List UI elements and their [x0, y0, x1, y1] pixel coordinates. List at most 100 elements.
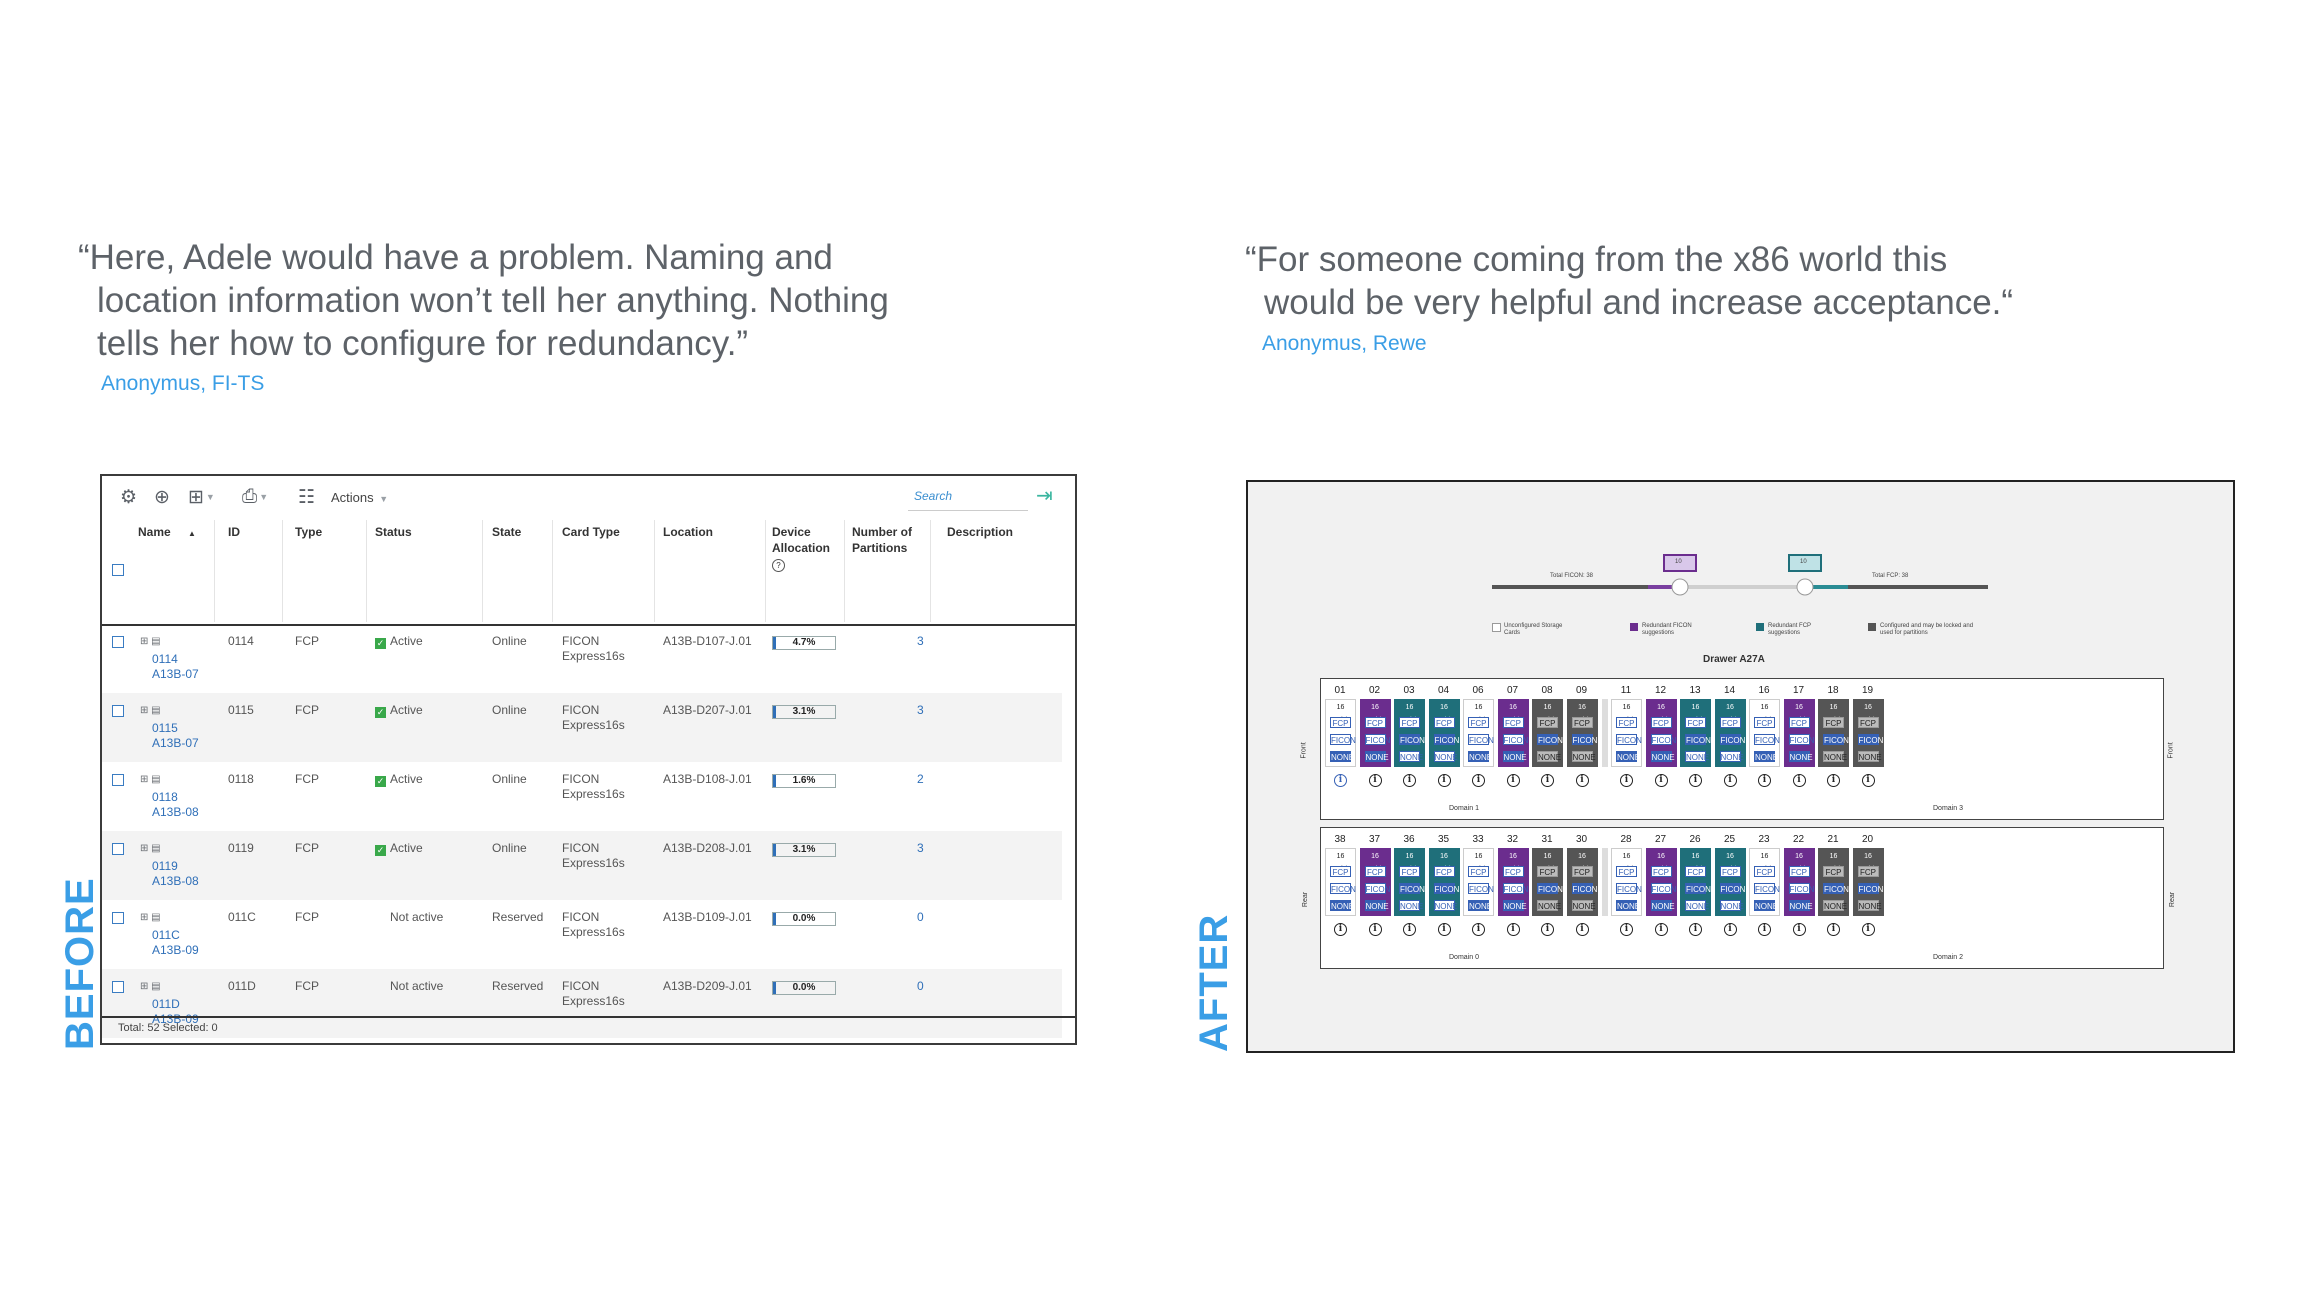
card-slot[interactable]: 16 GBit/sFCP FICON NONE: [1359, 848, 1391, 916]
fcp-option[interactable]: FCP: [1685, 717, 1706, 728]
card-slot[interactable]: 16 GBit/sFCP FICON NONE: [1749, 848, 1780, 916]
col-name[interactable]: Name ▲: [138, 525, 196, 539]
card-slot[interactable]: 16 GBit/sFCP FICON NONE: [1645, 699, 1677, 767]
card-slot[interactable]: 16 GBit/sFCP FICON NONE: [1428, 848, 1460, 916]
fcp-option[interactable]: FCP: [1650, 866, 1672, 877]
actions-menu[interactable]: Actions ▼: [331, 490, 389, 505]
none-option[interactable]: NONE: [1719, 751, 1744, 762]
expand-icon[interactable]: ⊞ ▤: [140, 774, 161, 785]
card-slot[interactable]: 16 GBit/sFCP FICON NONE: [1325, 848, 1356, 916]
card-slot[interactable]: 16 GBit/sFCP FICON NONE: [1680, 699, 1711, 767]
columns-icon[interactable]: ⊞ ▼: [188, 486, 215, 508]
info-icon[interactable]: i: [1758, 774, 1771, 787]
fcp-option[interactable]: FCP: [1719, 866, 1741, 877]
expand-icon[interactable]: ⊞ ▤: [140, 912, 161, 923]
info-icon[interactable]: i: [1620, 774, 1633, 787]
none-option[interactable]: NONE: [1616, 751, 1641, 762]
fcp-option[interactable]: FCP: [1399, 717, 1420, 728]
ficon-option[interactable]: FICON: [1537, 883, 1563, 894]
card-slot[interactable]: 16 GBit/sFCP FICON NONE: [1325, 699, 1356, 767]
card-slot[interactable]: 16 GBit/sFCP FICON NONE: [1497, 848, 1529, 916]
row-name[interactable]: 0115 A13B-07: [152, 721, 199, 750]
info-icon[interactable]: i: [1827, 923, 1840, 936]
fcp-option[interactable]: FCP: [1571, 717, 1593, 728]
none-option[interactable]: NONE: [1857, 900, 1882, 911]
col-device-allocation[interactable]: Device Allocation?: [772, 525, 831, 572]
info-icon[interactable]: i: [1827, 774, 1840, 787]
expand-icon[interactable]: ⊞ ▤: [140, 705, 161, 716]
card-slot[interactable]: 16 GBit/sFCP FICON NONE: [1497, 699, 1529, 767]
none-option[interactable]: NONE: [1571, 751, 1596, 762]
fcp-option[interactable]: FCP: [1857, 866, 1879, 877]
ficon-option[interactable]: FICON: [1364, 883, 1391, 894]
col-partitions[interactable]: Number of Partitions: [852, 525, 912, 555]
none-option[interactable]: NONE: [1685, 751, 1710, 762]
ficon-option[interactable]: FICON: [1685, 883, 1711, 894]
row-partitions[interactable]: 3: [917, 703, 924, 717]
info-icon[interactable]: i: [1541, 774, 1554, 787]
fcp-option[interactable]: FCP: [1468, 717, 1489, 728]
none-option[interactable]: NONE: [1754, 900, 1779, 911]
info-icon[interactable]: i: [1654, 923, 1668, 936]
fcp-option[interactable]: FCP: [1502, 717, 1524, 728]
info-icon[interactable]: i: [1368, 774, 1382, 787]
ficon-option[interactable]: FICON: [1823, 734, 1849, 745]
card-slot[interactable]: 16 GBit/sFCP FICON NONE: [1463, 699, 1494, 767]
fcp-option[interactable]: FCP: [1571, 866, 1593, 877]
info-icon[interactable]: i: [1334, 923, 1347, 936]
ficon-option[interactable]: FICON: [1537, 734, 1563, 745]
card-slot[interactable]: 16 GBit/sFCP FICON NONE: [1532, 848, 1563, 916]
row-partitions[interactable]: 3: [917, 841, 924, 855]
none-option[interactable]: NONE: [1399, 751, 1424, 762]
add-icon[interactable]: ⊕: [154, 486, 170, 508]
ficon-option[interactable]: FICON: [1754, 883, 1780, 894]
card-slot[interactable]: 16 GBit/sFCP FICON NONE: [1783, 848, 1815, 916]
none-option[interactable]: NONE: [1754, 751, 1779, 762]
info-icon[interactable]: i: [1403, 774, 1416, 787]
info-icon[interactable]: i: [1506, 774, 1520, 787]
fcp-option[interactable]: FCP: [1788, 866, 1810, 877]
none-option[interactable]: NONE: [1330, 900, 1355, 911]
card-slot[interactable]: 16 GBit/sFCP FICON NONE: [1680, 848, 1711, 916]
ficon-option[interactable]: FICON: [1616, 734, 1642, 745]
ficon-option[interactable]: FICON: [1616, 883, 1642, 894]
ficon-option[interactable]: FICON: [1399, 883, 1425, 894]
fcp-option[interactable]: FCP: [1537, 717, 1558, 728]
none-option[interactable]: NONE: [1468, 751, 1493, 762]
ficon-option[interactable]: FICON: [1719, 734, 1746, 745]
filter-icon[interactable]: ☷: [298, 486, 316, 508]
none-option[interactable]: NONE: [1502, 751, 1527, 762]
card-slot[interactable]: 16 GBit/sFCP FICON NONE: [1749, 699, 1780, 767]
ficon-option[interactable]: FICON: [1571, 883, 1598, 894]
none-option[interactable]: NONE: [1502, 900, 1527, 911]
ficon-option[interactable]: FICON: [1571, 734, 1598, 745]
info-icon[interactable]: i: [1575, 774, 1589, 787]
info-icon[interactable]: i: [1437, 774, 1451, 787]
ficon-option[interactable]: FICON: [1857, 883, 1884, 894]
fcp-option[interactable]: FCP: [1650, 717, 1672, 728]
ficon-option[interactable]: FICON: [1650, 734, 1677, 745]
card-slot[interactable]: 16 GBit/sFCP FICON NONE: [1852, 848, 1884, 916]
info-icon[interactable]: i: [1403, 923, 1416, 936]
none-option[interactable]: NONE: [1650, 751, 1675, 762]
none-option[interactable]: NONE: [1719, 900, 1744, 911]
ficon-option[interactable]: FICON: [1823, 883, 1849, 894]
fcp-option[interactable]: FCP: [1537, 866, 1558, 877]
none-option[interactable]: NONE: [1364, 900, 1389, 911]
card-slot[interactable]: 16 GBit/sFCP FICON NONE: [1394, 699, 1425, 767]
row-checkbox[interactable]: [112, 774, 124, 786]
none-option[interactable]: NONE: [1823, 751, 1848, 762]
col-location[interactable]: Location: [663, 525, 713, 539]
print-icon[interactable]: ⎙ ▼: [242, 486, 269, 507]
ficon-option[interactable]: FICON: [1857, 734, 1884, 745]
ficon-option[interactable]: FICON: [1433, 734, 1460, 745]
fcp-option[interactable]: FCP: [1857, 717, 1879, 728]
allocation-slider[interactable]: [1248, 542, 2235, 622]
info-icon[interactable]: i: [1472, 774, 1485, 787]
fcp-option[interactable]: FCP: [1468, 866, 1489, 877]
none-option[interactable]: NONE: [1468, 900, 1493, 911]
info-icon[interactable]: i: [1541, 923, 1554, 936]
fcp-option[interactable]: FCP: [1364, 866, 1386, 877]
fcp-option[interactable]: FCP: [1754, 717, 1775, 728]
fcp-option[interactable]: FCP: [1330, 717, 1351, 728]
